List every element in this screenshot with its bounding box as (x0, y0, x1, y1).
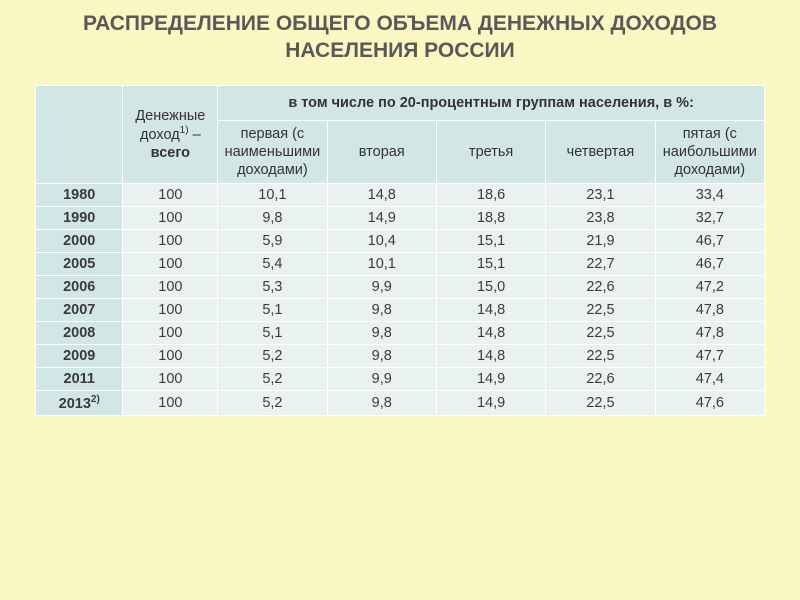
cell-group-2: 9,8 (327, 345, 436, 368)
cell-group-5: 47,6 (655, 391, 764, 416)
cell-total: 100 (123, 391, 218, 416)
cell-group-3: 15,0 (436, 276, 545, 299)
cell-year: 20132) (36, 391, 123, 416)
cell-group-3: 18,6 (436, 184, 545, 207)
table-row: 20001005,910,415,121,946,7 (36, 230, 765, 253)
cell-group-2: 10,1 (327, 253, 436, 276)
cell-group-1: 5,4 (218, 253, 327, 276)
cell-group-3: 14,9 (436, 391, 545, 416)
table-row: 198010010,114,818,623,133,4 (36, 184, 765, 207)
cell-year: 1980 (36, 184, 123, 207)
cell-group-2: 10,4 (327, 230, 436, 253)
header-group-5: пятая (с наибольшими доходами) (655, 120, 764, 183)
cell-group-1: 5,2 (218, 345, 327, 368)
header-groups-span: в том числе по 20-процентным группам нас… (218, 85, 765, 120)
cell-year: 2011 (36, 368, 123, 391)
cell-group-2: 9,8 (327, 322, 436, 345)
cell-group-5: 47,4 (655, 368, 764, 391)
cell-group-5: 46,7 (655, 230, 764, 253)
table-row: 20111005,29,914,922,647,4 (36, 368, 765, 391)
cell-group-3: 18,8 (436, 207, 545, 230)
cell-total: 100 (123, 345, 218, 368)
header-total: Денежные доход1) – всего (123, 85, 218, 184)
table-body: 198010010,114,818,623,133,419901009,814,… (36, 184, 765, 416)
table-row: 20091005,29,814,822,547,7 (36, 345, 765, 368)
header-group-1: первая (с наименьшими доходами) (218, 120, 327, 183)
cell-group-3: 15,1 (436, 230, 545, 253)
header-total-dash: – (189, 127, 201, 143)
header-corner (36, 85, 123, 184)
cell-total: 100 (123, 368, 218, 391)
cell-group-5: 47,7 (655, 345, 764, 368)
table-row: 20071005,19,814,822,547,8 (36, 299, 765, 322)
cell-group-2: 9,8 (327, 391, 436, 416)
cell-group-4: 22,7 (546, 253, 655, 276)
cell-group-2: 14,9 (327, 207, 436, 230)
cell-group-2: 9,9 (327, 368, 436, 391)
cell-year: 2005 (36, 253, 123, 276)
cell-total: 100 (123, 322, 218, 345)
cell-group-2: 9,8 (327, 299, 436, 322)
cell-year: 2006 (36, 276, 123, 299)
cell-total: 100 (123, 184, 218, 207)
cell-group-4: 22,5 (546, 322, 655, 345)
header-group-2: вторая (327, 120, 436, 183)
cell-group-4: 22,6 (546, 368, 655, 391)
cell-group-4: 21,9 (546, 230, 655, 253)
cell-group-5: 47,8 (655, 299, 764, 322)
cell-year: 2008 (36, 322, 123, 345)
table-row: 20132)1005,29,814,922,547,6 (36, 391, 765, 416)
table-row: 20081005,19,814,822,547,8 (36, 322, 765, 345)
cell-group-3: 14,9 (436, 368, 545, 391)
cell-group-3: 14,8 (436, 299, 545, 322)
cell-total: 100 (123, 207, 218, 230)
cell-group-4: 22,6 (546, 276, 655, 299)
cell-group-4: 22,5 (546, 391, 655, 416)
cell-group-1: 5,1 (218, 322, 327, 345)
cell-total: 100 (123, 230, 218, 253)
table-row: 20051005,410,115,122,746,7 (36, 253, 765, 276)
cell-group-4: 22,5 (546, 299, 655, 322)
cell-group-1: 5,3 (218, 276, 327, 299)
table-row: 19901009,814,918,823,832,7 (36, 207, 765, 230)
cell-group-5: 46,7 (655, 253, 764, 276)
header-total-sup: 1) (180, 125, 189, 136)
table-row: 20061005,39,915,022,647,2 (36, 276, 765, 299)
cell-group-1: 10,1 (218, 184, 327, 207)
cell-year: 1990 (36, 207, 123, 230)
cell-group-2: 9,9 (327, 276, 436, 299)
cell-group-5: 32,7 (655, 207, 764, 230)
header-group-4: четвертая (546, 120, 655, 183)
cell-group-2: 14,8 (327, 184, 436, 207)
cell-group-1: 5,2 (218, 391, 327, 416)
cell-group-4: 23,8 (546, 207, 655, 230)
cell-group-3: 15,1 (436, 253, 545, 276)
cell-total: 100 (123, 276, 218, 299)
year-footnote: 2) (91, 394, 100, 405)
cell-group-5: 33,4 (655, 184, 764, 207)
cell-group-1: 5,2 (218, 368, 327, 391)
cell-group-3: 14,8 (436, 345, 545, 368)
cell-total: 100 (123, 253, 218, 276)
cell-group-4: 23,1 (546, 184, 655, 207)
cell-group-1: 5,1 (218, 299, 327, 322)
cell-group-4: 22,5 (546, 345, 655, 368)
header-group-3: третья (436, 120, 545, 183)
cell-group-5: 47,2 (655, 276, 764, 299)
table-container: Денежные доход1) – всего в том числе по … (0, 85, 800, 416)
income-distribution-table: Денежные доход1) – всего в том числе по … (35, 85, 765, 416)
cell-year: 2000 (36, 230, 123, 253)
header-total-bold: всего (151, 145, 190, 161)
cell-total: 100 (123, 299, 218, 322)
page-title: РАСПРЕДЕЛЕНИЕ ОБЩЕГО ОБЪЕМА ДЕНЕЖНЫХ ДОХ… (0, 0, 800, 85)
cell-year: 2007 (36, 299, 123, 322)
cell-group-3: 14,8 (436, 322, 545, 345)
cell-year: 2009 (36, 345, 123, 368)
cell-group-1: 9,8 (218, 207, 327, 230)
cell-group-5: 47,8 (655, 322, 764, 345)
cell-group-1: 5,9 (218, 230, 327, 253)
